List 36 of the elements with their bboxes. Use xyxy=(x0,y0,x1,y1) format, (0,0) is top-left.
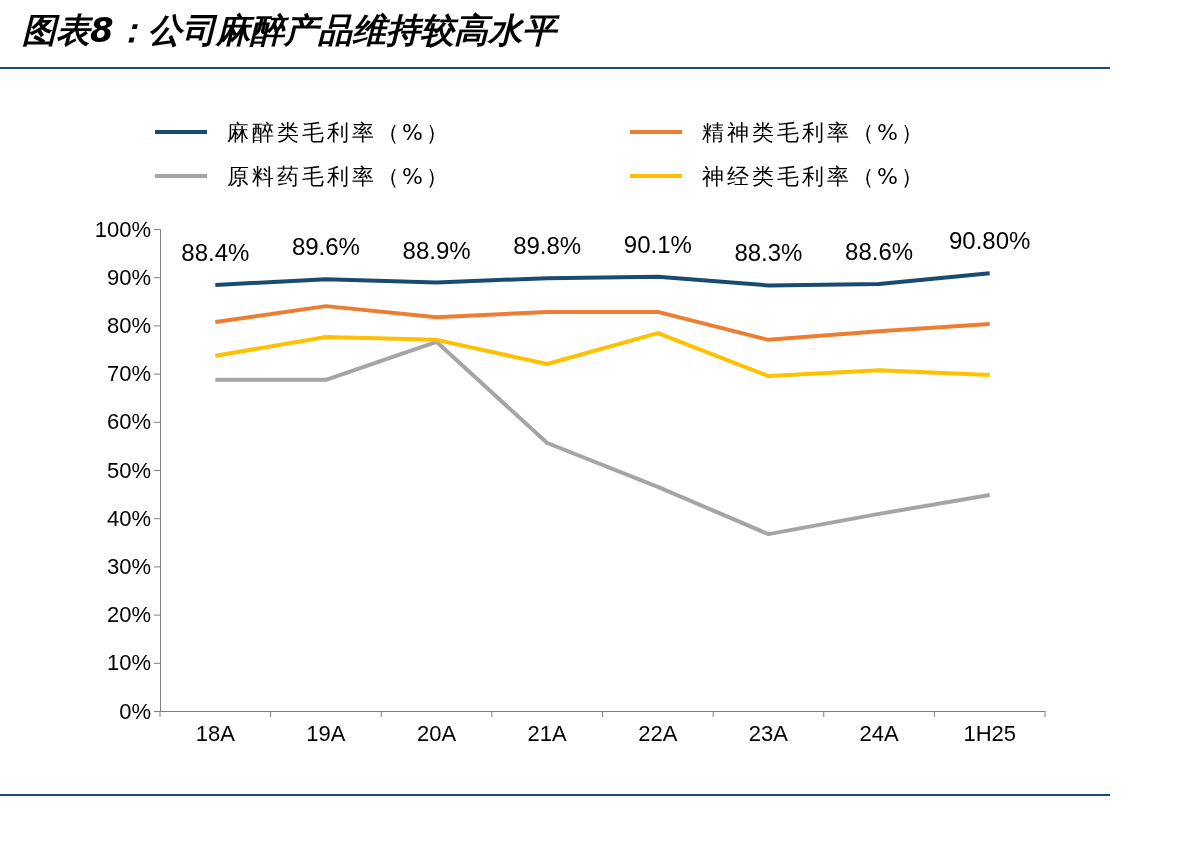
data-label: 89.8% xyxy=(513,232,582,260)
x-tick-label: 23A xyxy=(748,720,789,746)
x-tick-label: 21A xyxy=(527,720,568,746)
data-label: 88.4% xyxy=(181,238,250,266)
y-tick-label: 60% xyxy=(106,409,151,435)
data-label: 89.6% xyxy=(291,233,360,261)
y-tick-label: 30% xyxy=(106,553,151,579)
data-label: 88.6% xyxy=(845,237,914,265)
y-tick-label: 80% xyxy=(106,312,151,338)
line-series xyxy=(213,271,992,288)
legend-label: 麻醉类毛利率（%） xyxy=(227,120,451,145)
line-series xyxy=(213,331,992,379)
y-tick-label: 10% xyxy=(106,650,151,676)
legend-label: 精神类毛利率（%） xyxy=(702,120,926,145)
line-series xyxy=(213,304,992,342)
y-tick-label: 40% xyxy=(106,505,151,531)
chart-title: 图表8：公司麻醉产品维持较高水平 xyxy=(22,10,560,50)
y-tick-label: 90% xyxy=(106,264,151,290)
y-tick-label: 20% xyxy=(106,602,151,628)
x-tick-label: 24A xyxy=(859,720,899,746)
x-tick-label: 22A xyxy=(638,720,678,746)
data-label: 88.3% xyxy=(734,239,803,267)
legend-label: 神经类毛利率（%） xyxy=(702,164,926,189)
y-tick-label: 50% xyxy=(106,457,151,483)
legend-label: 原料药毛利率（%） xyxy=(227,164,451,189)
data-label: 90.1% xyxy=(623,230,692,258)
data-label: 90.80% xyxy=(948,227,1031,255)
x-tick-label: 19A xyxy=(306,720,346,746)
x-tick-label: 20A xyxy=(416,720,457,746)
data-label: 88.9% xyxy=(402,236,471,264)
x-tick-label: 1H25 xyxy=(963,720,1016,746)
y-tick-label: 100% xyxy=(94,216,151,242)
y-tick-label: 70% xyxy=(106,361,151,387)
y-tick-label: 0% xyxy=(119,698,151,724)
x-tick-label: 18A xyxy=(195,720,236,746)
line-series xyxy=(213,339,992,537)
